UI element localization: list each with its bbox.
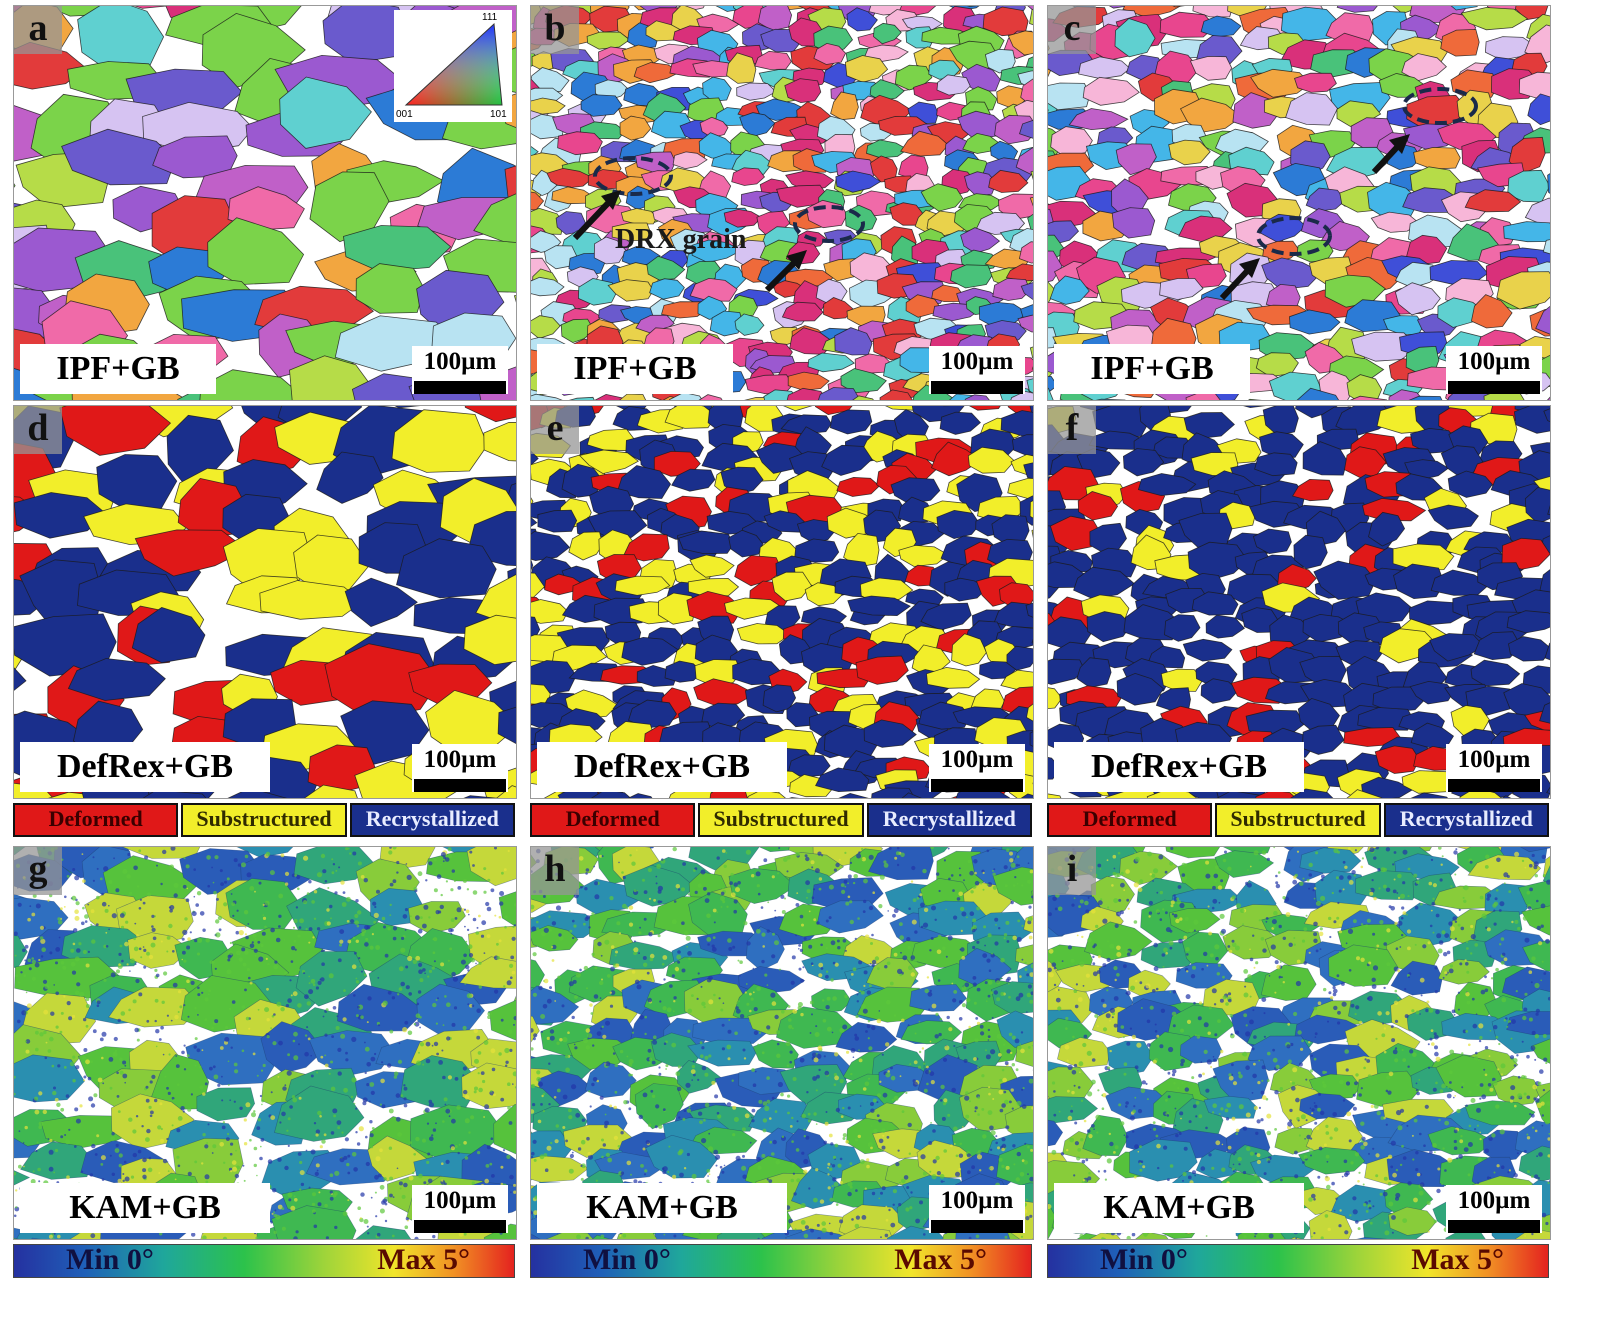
drx-annotations-c bbox=[1219, 87, 1478, 301]
ipf-key-001: 001 bbox=[396, 109, 413, 120]
panel-label-i: i bbox=[1048, 847, 1096, 895]
panel-tag-b: IPF+GB bbox=[537, 344, 733, 394]
kam-max-label: Max 5° bbox=[1411, 1243, 1504, 1276]
defrex-map-f bbox=[1048, 406, 1550, 798]
defrex-legend-1: Deformed Substructured Recrystallized bbox=[13, 803, 515, 837]
panel-e-defrex: e DefRex+GB 100µm bbox=[530, 405, 1034, 799]
kam-min-label: Min 0° bbox=[1100, 1243, 1188, 1276]
scale-bar-e: 100µm bbox=[929, 744, 1025, 792]
kam-max-label: Max 5° bbox=[377, 1243, 470, 1276]
panel-label-e: e bbox=[531, 406, 579, 454]
defrex-legend-3: Deformed Substructured Recrystallized bbox=[1047, 803, 1549, 837]
panel-tag-a: IPF+GB bbox=[20, 344, 216, 394]
legend-recrystallized: Recrystallized bbox=[349, 803, 515, 837]
panel-h-kam: h KAM+GB 100µm bbox=[530, 846, 1034, 1240]
panel-label-a: a bbox=[14, 6, 62, 54]
panel-tag-h: KAM+GB bbox=[537, 1183, 787, 1233]
scale-bar-a: 100µm bbox=[412, 346, 508, 394]
kam-max-label: Max 5° bbox=[894, 1243, 987, 1276]
scale-bar-i: 100µm bbox=[1446, 1185, 1542, 1233]
kam-map-g bbox=[14, 847, 516, 1239]
kam-min-label: Min 0° bbox=[583, 1243, 671, 1276]
scale-bar-h: 100µm bbox=[929, 1185, 1025, 1233]
legend-recrystallized: Recrystallized bbox=[866, 803, 1032, 837]
legend-deformed: Deformed bbox=[13, 803, 179, 837]
ipf-color-key: 111 001 101 bbox=[394, 10, 512, 122]
scale-bar-f: 100µm bbox=[1446, 744, 1542, 792]
panel-tag-f: DefRex+GB bbox=[1054, 742, 1304, 792]
defrex-legend-2: Deformed Substructured Recrystallized bbox=[530, 803, 1032, 837]
scale-bar-d: 100µm bbox=[412, 744, 508, 792]
kam-min-label: Min 0° bbox=[66, 1243, 154, 1276]
kam-colorbar-1: Min 0° Max 5° bbox=[13, 1243, 515, 1278]
panel-a-ipf: 111 001 101 a IPF+GB 100µm bbox=[13, 5, 517, 401]
drx-annotations-b bbox=[572, 156, 865, 293]
legend-deformed: Deformed bbox=[530, 803, 696, 837]
legend-recrystallized: Recrystallized bbox=[1383, 803, 1549, 837]
panel-i-kam: i KAM+GB 100µm bbox=[1047, 846, 1551, 1240]
kam-colorbar-3: Min 0° Max 5° bbox=[1047, 1243, 1549, 1278]
ipf-key-111: 111 bbox=[482, 12, 498, 23]
panel-label-c: c bbox=[1048, 6, 1096, 54]
panel-b-ipf: DRX grain b IPF+GB 100µm bbox=[530, 5, 1034, 401]
kam-map-h bbox=[531, 847, 1033, 1239]
ipf-key-101: 101 bbox=[490, 109, 507, 120]
legend-deformed: Deformed bbox=[1047, 803, 1213, 837]
panel-d-defrex: d DefRex+GB 100µm bbox=[13, 405, 517, 799]
scale-bar-c: 100µm bbox=[1446, 346, 1542, 394]
scale-bar-g: 100µm bbox=[412, 1185, 508, 1233]
ipf-map-b bbox=[531, 6, 1033, 400]
legend-substructured: Substructured bbox=[1215, 803, 1381, 837]
kam-colorbar-2: Min 0° Max 5° bbox=[530, 1243, 1032, 1278]
panel-label-h: h bbox=[531, 847, 579, 895]
kam-map-i bbox=[1048, 847, 1550, 1239]
panel-tag-d: DefRex+GB bbox=[20, 742, 270, 792]
drx-grain-label: DRX grain bbox=[615, 224, 747, 255]
panel-tag-e: DefRex+GB bbox=[537, 742, 787, 792]
panel-tag-i: KAM+GB bbox=[1054, 1183, 1304, 1233]
panel-tag-g: KAM+GB bbox=[20, 1183, 270, 1233]
panel-g-kam: g KAM+GB 100µm bbox=[13, 846, 517, 1240]
defrex-map-e bbox=[531, 406, 1033, 798]
panel-label-f: f bbox=[1048, 406, 1096, 454]
scale-bar-b: 100µm bbox=[929, 346, 1025, 394]
panel-label-b: b bbox=[531, 6, 579, 54]
panel-label-g: g bbox=[14, 847, 62, 895]
defrex-map-d bbox=[14, 406, 516, 798]
legend-substructured: Substructured bbox=[181, 803, 347, 837]
panel-label-d: d bbox=[14, 406, 62, 454]
panel-tag-c: IPF+GB bbox=[1054, 344, 1250, 394]
legend-substructured: Substructured bbox=[698, 803, 864, 837]
panel-c-ipf: c IPF+GB 100µm bbox=[1047, 5, 1551, 401]
panel-f-defrex: f DefRex+GB 100µm bbox=[1047, 405, 1551, 799]
